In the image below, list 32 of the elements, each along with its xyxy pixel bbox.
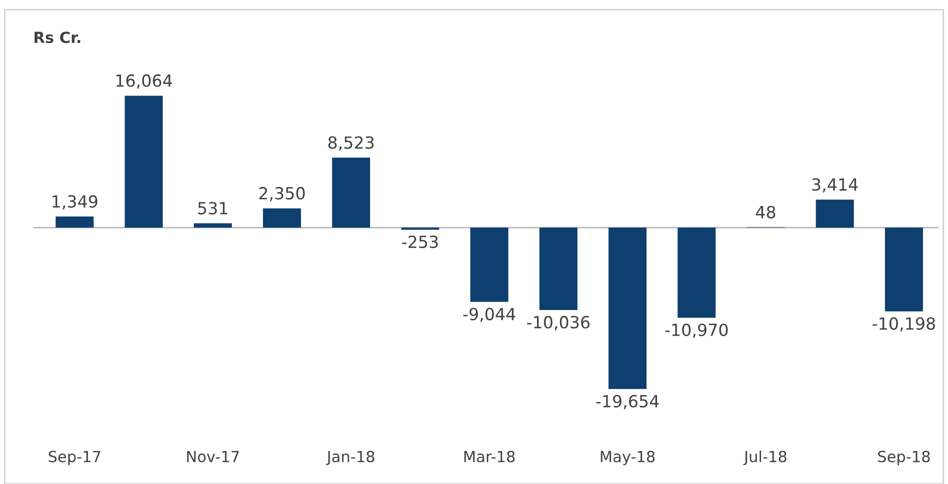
x-tick-label: Jul-18 (743, 450, 786, 466)
x-tick-label: Nov-17 (187, 450, 239, 462)
data-label: 3,414 (812, 178, 858, 193)
data-label: -253 (402, 236, 438, 248)
bar (56, 216, 94, 228)
data-label: -10,198 (872, 317, 935, 332)
x-tick-label: Sep-17 (48, 450, 100, 466)
x-tick-label: Mar-18 (464, 450, 515, 462)
data-label: 48 (756, 206, 776, 218)
data-label: -19,654 (596, 394, 659, 410)
bar (539, 228, 578, 310)
x-tick-label: May-18 (600, 450, 655, 466)
bar (470, 228, 508, 302)
x-tick-label: Jan-18 (326, 450, 374, 466)
bar (124, 96, 163, 228)
bar (608, 228, 647, 390)
bar (884, 228, 923, 312)
bar (816, 200, 854, 228)
bar (678, 228, 716, 318)
data-label: 8,523 (328, 136, 374, 151)
x-tick-label: Sep-18 (878, 450, 930, 466)
data-label: 16,064 (116, 74, 172, 89)
data-label: -10,036 (527, 316, 590, 330)
data-label: 1,349 (52, 195, 98, 210)
data-label: -10,970 (665, 324, 728, 338)
bar (262, 208, 301, 228)
data-label: 531 (198, 202, 228, 214)
data-label: -9,044 (463, 308, 516, 322)
y-axis-title: Rs Cr. (34, 32, 80, 44)
bar (194, 223, 232, 228)
data-label: 2,350 (259, 186, 305, 202)
bar (332, 158, 370, 228)
